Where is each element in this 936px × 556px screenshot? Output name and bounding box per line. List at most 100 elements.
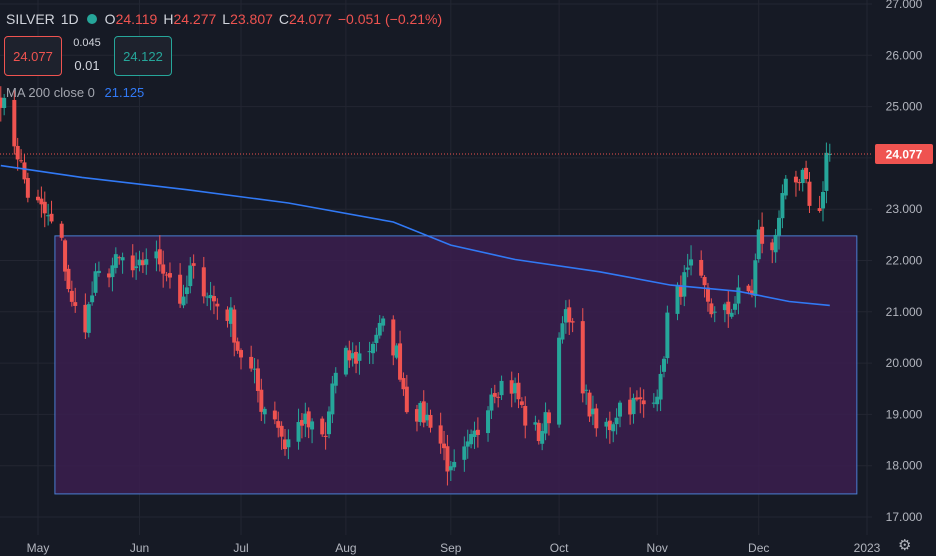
candle <box>604 417 609 439</box>
candle <box>699 250 704 278</box>
candle-body <box>557 337 562 425</box>
candle-body <box>19 160 24 162</box>
candle-body <box>320 418 325 435</box>
candle <box>425 402 430 426</box>
candle <box>421 390 426 428</box>
candle-body <box>66 268 71 290</box>
sell-button[interactable]: 24.077 <box>4 36 62 76</box>
candle-body <box>523 405 528 426</box>
candles <box>0 86 832 486</box>
candle <box>357 341 362 375</box>
candle <box>675 282 680 321</box>
candle-body <box>42 201 47 214</box>
candle <box>709 298 714 318</box>
symbol-name[interactable]: SILVER <box>6 11 55 27</box>
candle <box>509 371 514 408</box>
candle-body <box>12 99 17 147</box>
candle <box>333 367 338 394</box>
candle <box>201 256 206 304</box>
candle-body <box>117 257 122 259</box>
candle <box>428 409 433 433</box>
candle-body <box>689 259 694 266</box>
timeframe[interactable]: 1D <box>60 11 79 27</box>
candle <box>235 337 240 354</box>
candle-body <box>638 397 643 400</box>
x-tick-label: Oct <box>550 541 569 555</box>
candle <box>249 345 254 372</box>
buy-button[interactable]: 24.122 <box>114 36 172 76</box>
candle <box>208 281 213 311</box>
candle-body <box>134 266 139 269</box>
candle-body <box>296 422 301 442</box>
y-tick-label: 18.000 <box>886 459 923 473</box>
candle <box>489 388 494 419</box>
price-axis[interactable]: 17.000 18.000 19.000 20.000 21.000 22.000 23.0… <box>886 0 923 524</box>
candle <box>492 384 497 404</box>
candle <box>516 373 521 409</box>
candle <box>117 255 122 265</box>
last-price-tag: 24.077 <box>875 143 933 164</box>
candle <box>130 244 135 278</box>
candle <box>469 429 474 449</box>
candle <box>817 195 822 213</box>
candle <box>827 143 832 162</box>
candle-body <box>367 351 372 353</box>
candle-body <box>215 303 220 307</box>
candle <box>665 305 670 364</box>
candle <box>120 252 125 274</box>
candle-body <box>540 430 545 444</box>
candle <box>712 306 717 323</box>
candle <box>448 461 453 481</box>
time-axis[interactable]: May Jun Jul Aug Sep Oct Nov Dec 2023 <box>27 541 881 555</box>
range-box[interactable] <box>54 235 858 495</box>
candle-body <box>634 397 639 400</box>
candle-body <box>726 301 731 315</box>
candle-body <box>96 270 101 274</box>
x-tick-label: Jun <box>130 541 149 555</box>
candle <box>807 172 812 214</box>
candle-body <box>705 287 710 302</box>
candle <box>161 250 166 288</box>
candle <box>286 429 291 460</box>
candle <box>638 387 643 414</box>
gear-icon[interactable]: ⚙ <box>898 537 912 554</box>
candle <box>391 315 396 366</box>
candle <box>137 250 142 272</box>
spread-bottom[interactable]: 0.01 <box>74 58 100 73</box>
candle-body <box>22 162 27 180</box>
candle-body <box>333 372 338 386</box>
candle <box>228 297 233 337</box>
candle-body <box>475 429 480 435</box>
candle-body <box>418 402 423 423</box>
candle-body <box>286 439 291 448</box>
candle <box>800 168 805 192</box>
candle <box>140 252 145 274</box>
x-tick-label: Jul <box>233 541 248 555</box>
candle <box>472 421 477 449</box>
candle <box>783 175 788 200</box>
spread-display: 0.045 0.01 <box>66 36 108 74</box>
candle-body <box>472 430 477 437</box>
candle <box>465 429 470 459</box>
candle <box>255 359 260 403</box>
candle-body <box>0 97 3 108</box>
candle-body <box>414 409 419 422</box>
candle <box>702 275 707 298</box>
indicator-legend[interactable]: MA 200 close 0 21.125 <box>6 85 144 100</box>
candle <box>404 374 409 414</box>
candle-body <box>821 191 826 209</box>
candle-body <box>323 435 328 437</box>
market-status-dot-icon <box>86 14 97 24</box>
candle-body <box>496 396 501 398</box>
candle-body <box>272 410 277 420</box>
candle-body <box>401 378 406 390</box>
candle <box>110 257 115 292</box>
candle-body <box>519 401 524 405</box>
candle <box>374 327 379 352</box>
candle <box>157 235 162 272</box>
candle-body <box>2 97 7 108</box>
candle <box>303 402 308 438</box>
candle <box>655 389 660 412</box>
candle <box>370 341 375 365</box>
